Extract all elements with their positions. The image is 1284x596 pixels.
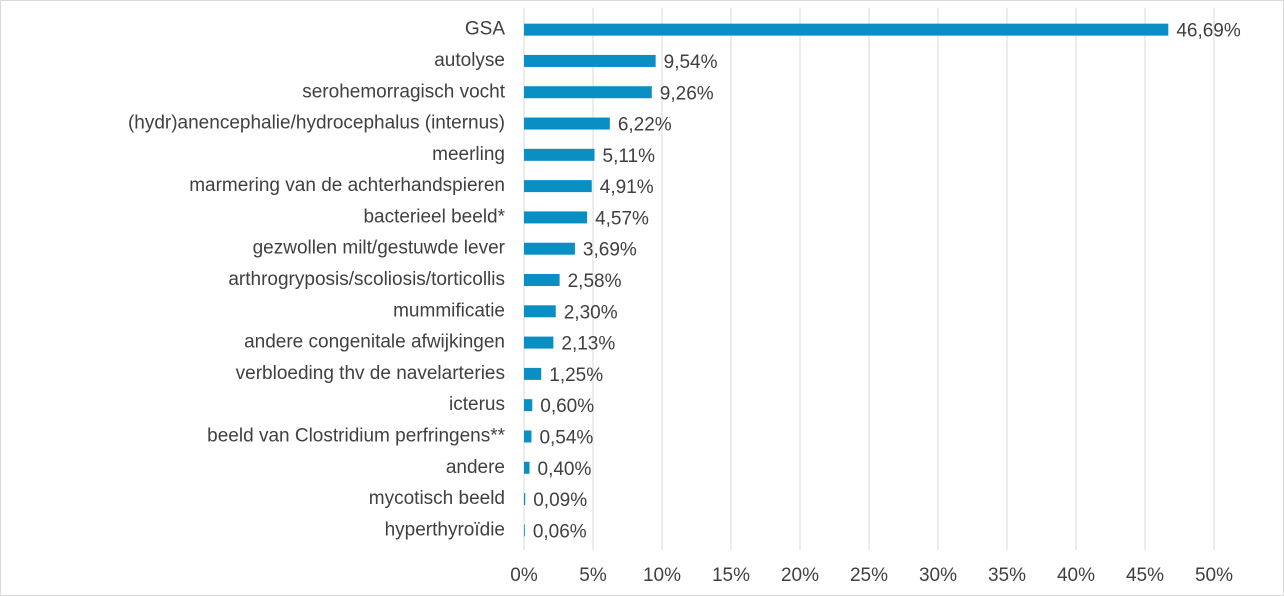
x-tick-label: 40% xyxy=(1057,565,1095,586)
value-label: 0,54% xyxy=(539,427,593,448)
bar xyxy=(524,86,652,99)
y-tick-label: verbloeding thv de navelarteries xyxy=(236,363,505,384)
y-tick-label: (hydr)anencephalie/hydrocephalus (intern… xyxy=(128,113,505,134)
bar xyxy=(524,461,530,474)
y-tick-label: autolyse xyxy=(434,50,505,71)
value-label: 46,69% xyxy=(1176,21,1241,42)
y-tick-label: andere congenitale afwijkingen xyxy=(244,332,505,353)
value-label: 9,54% xyxy=(664,52,718,73)
value-label: 2,13% xyxy=(561,334,615,355)
y-tick-label: GSA xyxy=(465,19,505,40)
y-tick-label: hyperthyroïdie xyxy=(385,519,505,540)
y-tick-label: marmering van de achterhandspieren xyxy=(189,175,505,196)
x-tick-label: 15% xyxy=(712,565,750,586)
bar xyxy=(524,524,525,537)
bar xyxy=(524,367,542,380)
value-label: 6,22% xyxy=(618,115,672,136)
bar xyxy=(524,242,575,255)
value-label: 4,91% xyxy=(600,177,654,198)
bar xyxy=(524,430,532,443)
value-label: 1,25% xyxy=(549,365,603,386)
value-label: 3,69% xyxy=(583,240,637,261)
y-tick-label: bacterieel beeld* xyxy=(363,206,505,227)
bar xyxy=(524,180,592,193)
bar xyxy=(524,54,656,67)
bar xyxy=(524,305,556,318)
x-tick-label: 50% xyxy=(1195,565,1233,586)
value-label: 2,30% xyxy=(564,302,618,323)
y-tick-label: meerling xyxy=(432,144,505,165)
value-label: 5,11% xyxy=(603,146,656,167)
x-tick-label: 30% xyxy=(919,565,957,586)
bar xyxy=(524,336,554,349)
x-tick-label: 10% xyxy=(643,565,681,586)
bar xyxy=(524,23,1169,36)
y-tick-label: mummificatie xyxy=(393,300,505,321)
value-label: 4,57% xyxy=(595,208,649,229)
value-label: 9,26% xyxy=(660,83,714,104)
x-tick-label: 20% xyxy=(781,565,819,586)
bar xyxy=(524,274,560,286)
y-tick-label: icterus xyxy=(449,394,505,415)
y-tick-label: beeld van Clostridium perfringens** xyxy=(207,425,505,446)
y-tick-label: andere xyxy=(446,457,505,478)
x-tick-label: 45% xyxy=(1126,565,1164,586)
y-tick-label: mycotisch beeld xyxy=(369,488,505,509)
y-tick-label: gezwollen milt/gestuwde lever xyxy=(253,238,506,259)
x-tick-label: 5% xyxy=(579,565,607,586)
value-label: 0,40% xyxy=(538,459,592,480)
value-label: 0,06% xyxy=(533,521,587,542)
x-tick-label: 35% xyxy=(988,565,1026,586)
value-label: 0,60% xyxy=(540,396,594,417)
y-tick-label: arthrogryposis/scoliosis/torticollis xyxy=(228,269,505,290)
bar xyxy=(524,211,588,224)
y-tick-label: serohemorragisch vocht xyxy=(302,81,505,102)
x-tick-label: 25% xyxy=(850,565,888,586)
x-tick-label: 0% xyxy=(510,565,538,586)
value-label: 2,58% xyxy=(568,271,622,292)
bar xyxy=(524,399,533,412)
bar xyxy=(524,493,526,506)
value-label: 0,09% xyxy=(533,490,587,511)
bar xyxy=(524,117,610,130)
bar xyxy=(524,148,595,161)
